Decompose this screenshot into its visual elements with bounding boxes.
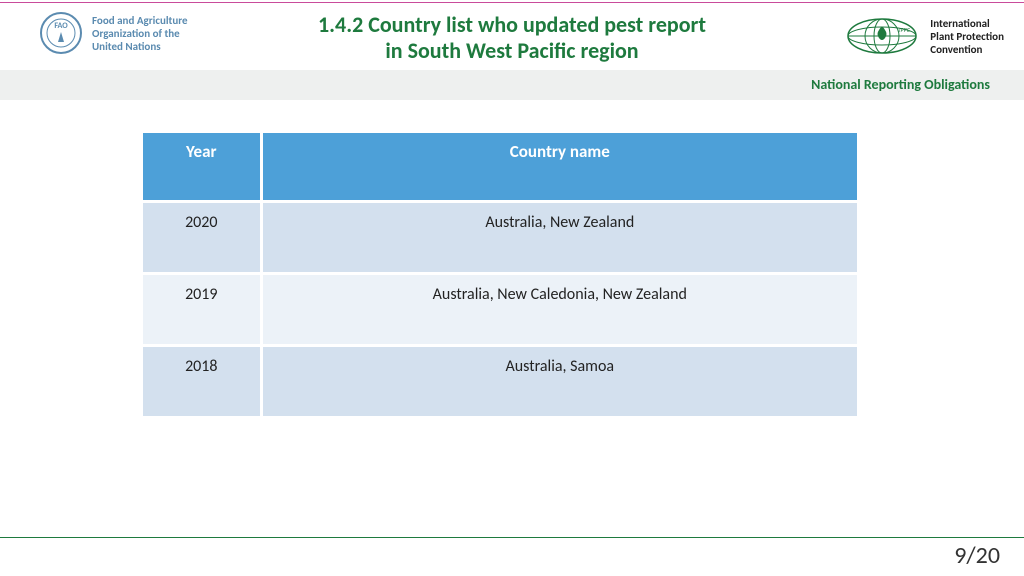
top-rule bbox=[0, 2, 1024, 3]
bottom-rule bbox=[0, 537, 1024, 538]
country-table: Year Country name 2020 Australia, New Ze… bbox=[140, 130, 860, 419]
slide: FAO Food and Agriculture Organization of… bbox=[0, 0, 1024, 576]
header: FAO Food and Agriculture Organization of… bbox=[0, 6, 1024, 60]
table-header-row: Year Country name bbox=[142, 132, 859, 202]
page-number: 9/20 bbox=[954, 541, 1000, 570]
cell-country: Australia, Samoa bbox=[261, 346, 858, 418]
col-header-year: Year bbox=[142, 132, 262, 202]
cell-year: 2019 bbox=[142, 274, 262, 346]
cell-country: Australia, New Caledonia, New Zealand bbox=[261, 274, 858, 346]
table-row: 2018 Australia, Samoa bbox=[142, 346, 859, 418]
ippc-block: IPPC International Plant Protection Conv… bbox=[844, 16, 1004, 56]
ippc-text-l3: Convention bbox=[930, 43, 1004, 56]
ippc-text-l2: Plant Protection bbox=[930, 30, 1004, 43]
table-row: 2020 Australia, New Zealand bbox=[142, 202, 859, 274]
sub-bar-label: National Reporting Obligations bbox=[811, 76, 990, 93]
col-header-country: Country name bbox=[261, 132, 858, 202]
ippc-text-l1: International bbox=[930, 17, 1004, 30]
ippc-text: International Plant Protection Conventio… bbox=[930, 17, 1004, 56]
sub-bar: National Reporting Obligations bbox=[0, 70, 1024, 100]
cell-year: 2020 bbox=[142, 202, 262, 274]
table-row: 2019 Australia, New Caledonia, New Zeala… bbox=[142, 274, 859, 346]
svg-text:IPPC: IPPC bbox=[899, 26, 911, 34]
ippc-logo-icon: IPPC bbox=[844, 16, 920, 56]
cell-country: Australia, New Zealand bbox=[261, 202, 858, 274]
cell-year: 2018 bbox=[142, 346, 262, 418]
